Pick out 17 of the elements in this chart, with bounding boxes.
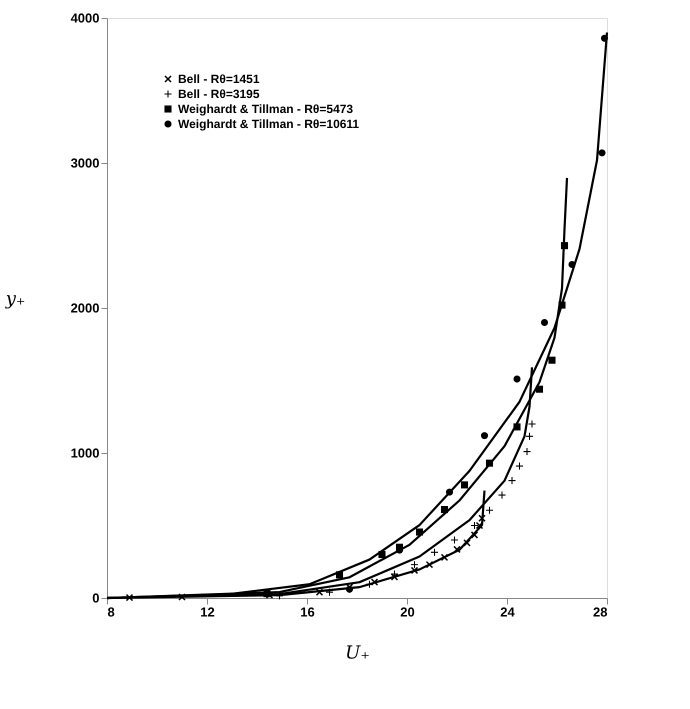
x-tick-label: 24 xyxy=(500,604,516,620)
legend-label: Weighardt & Tillman - Rθ=5473 xyxy=(178,102,354,116)
legend-label: Bell - Rθ=3195 xyxy=(178,87,260,101)
y-axis-title: y₊ xyxy=(4,288,26,310)
x-axis-title: U₊ xyxy=(345,642,370,664)
legend-label: Weighardt & Tillman - Rθ=10611 xyxy=(178,117,360,131)
x-tick-label: 8 xyxy=(108,604,115,620)
y-tick-label: 2000 xyxy=(70,300,100,316)
legend-label: Bell - Rθ=1451 xyxy=(178,72,260,86)
y-tick-label: 3000 xyxy=(70,156,100,170)
y-tick-label: 1000 xyxy=(70,446,100,460)
x-tick-label: 28 xyxy=(593,604,608,620)
x-tick-label: 20 xyxy=(400,604,415,620)
y-tick-label: 0 xyxy=(92,590,100,606)
x-tick-label: 12 xyxy=(200,604,215,620)
x-tick-label: 16 xyxy=(300,604,315,620)
y-tick-label: 4000 xyxy=(70,10,100,26)
